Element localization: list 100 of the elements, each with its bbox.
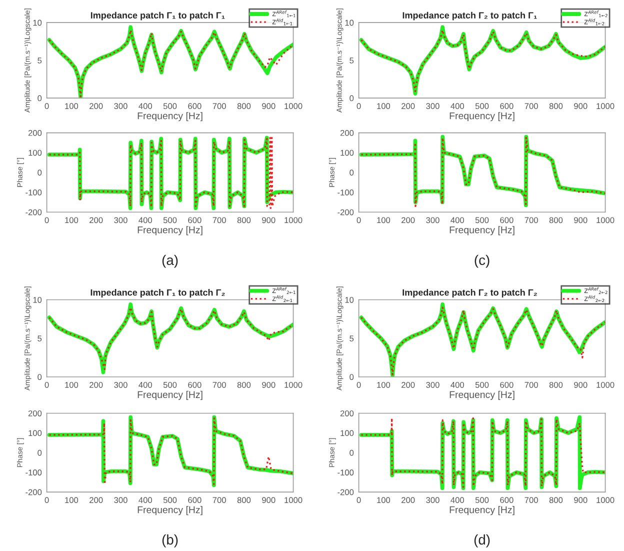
y-tick-label: 0 xyxy=(38,170,42,176)
y-tick-label: 100 xyxy=(340,430,354,436)
x-tick-label: 500 xyxy=(163,382,177,388)
text: (a) xyxy=(162,254,178,268)
y-tick-label: -200 xyxy=(338,489,354,496)
y-tick-label: 0 xyxy=(38,95,42,102)
x-tick-label: 500 xyxy=(163,217,177,224)
y-tick-label: 10 xyxy=(33,20,42,26)
x-tick-label: 300 xyxy=(426,497,440,504)
x-tick-label: 500 xyxy=(163,497,177,504)
chart-title: Impedance patch Γ₁ to patch Γ₂ xyxy=(90,289,225,298)
x-tick-label: 800 xyxy=(237,103,251,110)
text: (d) xyxy=(474,534,490,548)
x-tick-label: 800 xyxy=(549,103,563,110)
x-tick-label: 700 xyxy=(212,497,226,504)
x-tick-label: 1000 xyxy=(596,497,614,504)
x-tick-label: 900 xyxy=(262,217,276,224)
x-tick-label: 0 xyxy=(44,497,49,504)
x-tick-label: 0 xyxy=(44,217,49,224)
y-tick-label: 5 xyxy=(350,336,354,342)
x-tick-label: 0 xyxy=(44,103,49,110)
x-tick-label: 1000 xyxy=(596,103,614,110)
x-tick-label: 800 xyxy=(549,497,563,504)
x-tick-label: 0 xyxy=(356,497,361,504)
x-tick-label: 700 xyxy=(524,382,538,388)
y-tick-label: 10 xyxy=(345,20,354,26)
x-tick-label: 300 xyxy=(114,497,128,504)
x-tick-label: 600 xyxy=(500,382,514,388)
x-tick-label: 900 xyxy=(262,497,276,504)
x-tick-label: 600 xyxy=(500,217,514,224)
x-tick-label: 1000 xyxy=(596,217,614,224)
y-tick-label: -100 xyxy=(338,470,354,476)
x-tick-label: 900 xyxy=(262,103,276,110)
y-tick-label: 0 xyxy=(38,450,42,456)
x-tick-label: 800 xyxy=(237,217,251,224)
x-axis-title: Frequency [Hz] xyxy=(138,112,202,122)
x-axis-title: Frequency [Hz] xyxy=(138,390,202,400)
x-tick-label: 0 xyxy=(356,217,361,224)
x-tick-label: 200 xyxy=(402,103,415,110)
y-tick-label: 200 xyxy=(28,410,42,416)
x-tick-label: 0 xyxy=(356,103,361,110)
x-tick-label: 0 xyxy=(356,382,361,388)
x-tick-label: 300 xyxy=(426,217,440,224)
x-tick-label: 100 xyxy=(65,217,78,224)
y-tick-label: 0 xyxy=(38,374,42,380)
x-tick-label: 800 xyxy=(549,382,563,388)
y-tick-label: 5 xyxy=(38,58,42,64)
text: (c) xyxy=(474,254,490,268)
y-tick-label: -200 xyxy=(26,209,42,216)
y-tick-label: 10 xyxy=(33,296,42,303)
x-tick-label: 100 xyxy=(65,497,78,504)
x-tick-label: 200 xyxy=(90,217,103,224)
x-tick-label: 600 xyxy=(500,103,514,110)
x-tick-label: 100 xyxy=(65,103,78,110)
x-tick-label: 700 xyxy=(212,103,226,110)
x-tick-label: 700 xyxy=(212,217,226,224)
y-tick-label: 5 xyxy=(38,336,42,342)
x-tick-label: 900 xyxy=(574,217,588,224)
x-tick-label: 900 xyxy=(262,382,276,388)
x-tick-label: 300 xyxy=(426,103,440,110)
x-tick-label: 800 xyxy=(237,382,251,388)
x-tick-label: 200 xyxy=(90,382,103,388)
x-tick-label: 700 xyxy=(524,103,538,110)
x-tick-label: 200 xyxy=(402,217,415,224)
x-tick-label: 700 xyxy=(524,217,538,224)
x-tick-label: 400 xyxy=(450,217,464,224)
x-tick-label: 500 xyxy=(475,103,489,110)
x-tick-label: 600 xyxy=(188,382,202,388)
y-tick-label: 200 xyxy=(340,410,354,416)
x-tick-label: 100 xyxy=(377,497,390,504)
x-axis-title: Frequency [Hz] xyxy=(450,112,514,122)
x-axis-title: Frequency [Hz] xyxy=(450,390,514,400)
y-tick-label: 200 xyxy=(340,130,354,136)
x-tick-label: 200 xyxy=(90,103,103,110)
x-tick-label: 400 xyxy=(138,103,152,110)
x-axis-title: Frequency [Hz] xyxy=(138,226,202,236)
x-tick-label: 300 xyxy=(114,103,128,110)
x-tick-label: 1000 xyxy=(284,103,302,110)
x-tick-label: 1000 xyxy=(596,382,614,388)
x-tick-label: 600 xyxy=(188,103,202,110)
x-tick-label: 600 xyxy=(188,497,202,504)
x-tick-label: 100 xyxy=(377,217,390,224)
y-tick-label: 100 xyxy=(28,430,42,436)
y-tick-label: -100 xyxy=(338,190,354,196)
x-tick-label: 1000 xyxy=(284,497,302,504)
x-tick-label: 700 xyxy=(212,382,226,388)
x-tick-label: 400 xyxy=(138,382,152,388)
x-tick-label: 200 xyxy=(402,497,415,504)
x-tick-label: 400 xyxy=(450,382,464,388)
x-tick-label: 100 xyxy=(377,382,390,388)
x-tick-label: 500 xyxy=(163,103,177,110)
chart-title: Impedance patch Γ₂ to patch Γ₂ xyxy=(402,289,537,298)
x-tick-label: 900 xyxy=(574,497,588,504)
x-tick-label: 900 xyxy=(574,103,588,110)
x-tick-label: 600 xyxy=(188,217,202,224)
x-tick-label: 400 xyxy=(138,217,152,224)
x-tick-label: 500 xyxy=(475,217,489,224)
text: (b) xyxy=(162,534,178,548)
chart-title: Impedance patch Γ₂ to patch Γ₁ xyxy=(402,12,537,20)
x-axis-title: Frequency [Hz] xyxy=(450,226,514,236)
